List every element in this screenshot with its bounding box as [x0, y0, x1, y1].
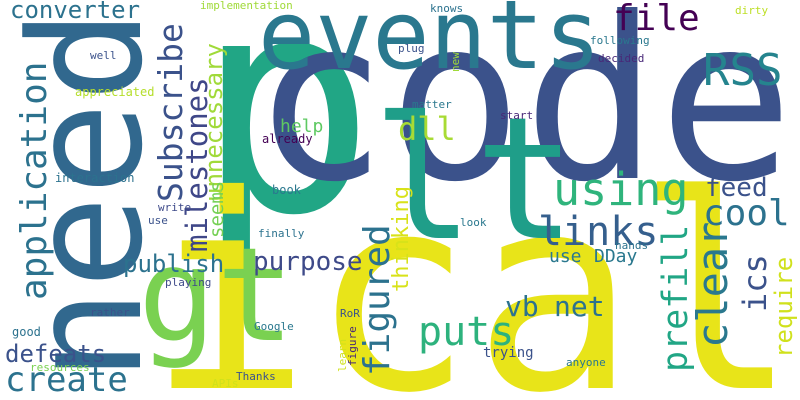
word: purpose [253, 247, 363, 277]
word: APIs [212, 377, 239, 390]
word: figure [346, 326, 359, 366]
word: seems [206, 181, 228, 238]
word: use [549, 246, 582, 267]
word: start [500, 109, 533, 122]
word: decided [598, 52, 644, 65]
word: good [12, 325, 41, 339]
word: interaction [55, 171, 134, 185]
word: use [148, 214, 168, 227]
word: help [280, 116, 323, 137]
word: implementation [200, 0, 293, 12]
word: ical [148, 137, 798, 400]
word: rather [90, 306, 130, 319]
word: write [158, 201, 191, 214]
word: milestones [180, 77, 214, 252]
word: matter [412, 98, 452, 111]
word: dirty [735, 4, 768, 17]
word: defeats [5, 340, 106, 368]
word: ics [736, 254, 774, 312]
word: p [195, 0, 376, 281]
word: clear [688, 222, 737, 348]
word: appreciated [75, 85, 154, 99]
word: following [590, 34, 650, 47]
word: already [262, 132, 313, 146]
word: look [460, 216, 487, 229]
word: gt [138, 219, 295, 371]
word: file [613, 0, 700, 39]
word: code [252, 0, 794, 232]
word: thinking [389, 186, 414, 292]
word: application [14, 62, 55, 300]
word: resources [30, 361, 90, 374]
word: require [770, 257, 798, 358]
word: hands [615, 239, 648, 252]
word: net [554, 290, 605, 323]
word: plug [398, 42, 425, 55]
word: playing [165, 276, 211, 289]
word: RSS [703, 45, 782, 96]
word: well [90, 49, 117, 62]
word: publish [123, 250, 224, 278]
word: feed [705, 173, 768, 203]
word: Google [254, 320, 294, 333]
word: dll [398, 110, 456, 148]
word: figured [357, 224, 398, 376]
word: vb [505, 290, 539, 323]
word: finally [258, 227, 305, 240]
word: need [0, 9, 177, 382]
word: unnecessary [200, 43, 228, 202]
word: RoR [340, 307, 360, 320]
word: converter [10, 0, 140, 24]
word: new [449, 52, 462, 72]
word: Subscribe [151, 23, 190, 202]
word: trying [483, 345, 534, 361]
word: lt [372, 81, 577, 279]
word: create [5, 360, 128, 400]
word: DDay [594, 246, 638, 267]
word: learn [336, 339, 349, 372]
word: anyone [566, 356, 606, 369]
word: cool [703, 193, 790, 234]
word: puts [418, 309, 514, 355]
word: prefill [656, 224, 696, 372]
word: events [258, 0, 601, 91]
word: using [553, 163, 688, 216]
word: book [272, 183, 302, 197]
word: knows [430, 2, 463, 15]
word: Thanks [236, 370, 276, 383]
word: links [538, 209, 658, 255]
